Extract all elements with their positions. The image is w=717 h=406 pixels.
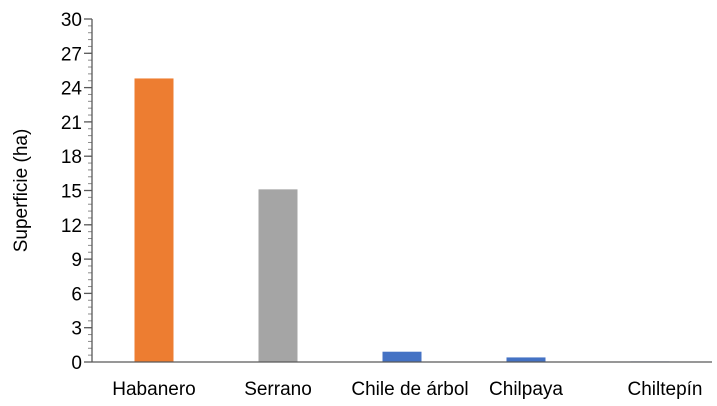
bar-chilpaya bbox=[506, 357, 546, 362]
bars bbox=[134, 78, 670, 363]
y-tick-label: 3 bbox=[71, 319, 82, 340]
bar-habanero bbox=[134, 78, 174, 362]
y-axis-major-ticks bbox=[84, 18, 92, 363]
y-tick-label: 18 bbox=[61, 147, 82, 168]
x-tick-label: Chilpaya bbox=[489, 379, 563, 400]
y-tick-label: 12 bbox=[61, 216, 82, 237]
bar-chile-de-rbol bbox=[382, 351, 422, 362]
y-tick-label: 24 bbox=[61, 79, 83, 100]
y-tick-label: 27 bbox=[61, 44, 82, 65]
y-tick-label: 30 bbox=[61, 10, 82, 31]
y-tick-label: 15 bbox=[61, 182, 82, 203]
x-tick-label: Serrano bbox=[244, 379, 312, 400]
y-axis-tick-labels: 0 3 6 9 12 15 18 21 24 27 30 bbox=[61, 10, 83, 374]
x-tick-label: Chile de árbol bbox=[351, 379, 468, 400]
y-axis-title: Superficie (ha) bbox=[11, 129, 32, 253]
x-tick-label: Habanero bbox=[112, 379, 195, 400]
x-tick-label: Chiltepín bbox=[628, 379, 703, 400]
y-tick-label: 0 bbox=[71, 353, 82, 374]
x-axis-category-labels: Habanero Serrano Chile de árbol Chilpaya Chi… bbox=[112, 379, 702, 400]
y-tick-label: 6 bbox=[71, 284, 82, 305]
y-tick-label: 9 bbox=[71, 250, 82, 271]
y-tick-label: 21 bbox=[61, 113, 82, 134]
bar-serrano bbox=[258, 189, 298, 362]
